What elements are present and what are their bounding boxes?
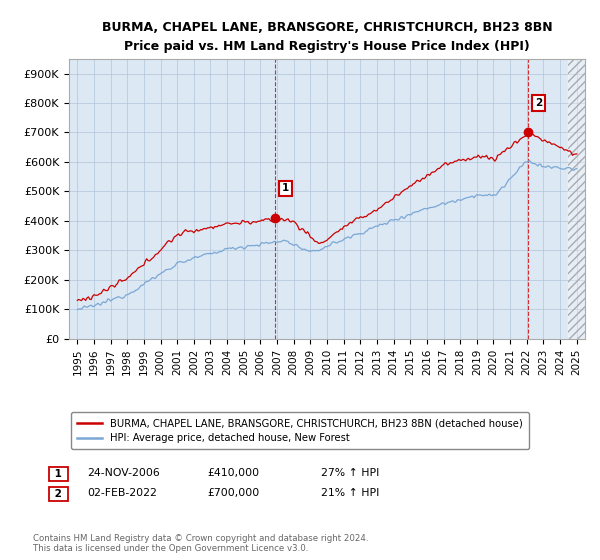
Text: 24-NOV-2006: 24-NOV-2006 (87, 468, 160, 478)
Text: 1: 1 (282, 184, 289, 193)
Text: 27% ↑ HPI: 27% ↑ HPI (321, 468, 379, 478)
Text: Contains HM Land Registry data © Crown copyright and database right 2024.
This d: Contains HM Land Registry data © Crown c… (33, 534, 368, 553)
Text: 2: 2 (51, 489, 65, 500)
Bar (568, 59, 585, 339)
Bar (568, 59, 585, 339)
Title: BURMA, CHAPEL LANE, BRANSGORE, CHRISTCHURCH, BH23 8BN
Price paid vs. HM Land Reg: BURMA, CHAPEL LANE, BRANSGORE, CHRISTCHU… (101, 21, 553, 53)
Text: £410,000: £410,000 (207, 468, 259, 478)
Text: 02-FEB-2022: 02-FEB-2022 (87, 488, 157, 498)
Text: 1: 1 (51, 469, 65, 479)
Text: 21% ↑ HPI: 21% ↑ HPI (321, 488, 379, 498)
Text: 2: 2 (535, 98, 542, 108)
Text: £700,000: £700,000 (207, 488, 259, 498)
Legend: BURMA, CHAPEL LANE, BRANSGORE, CHRISTCHURCH, BH23 8BN (detached house), HPI: Ave: BURMA, CHAPEL LANE, BRANSGORE, CHRISTCHU… (71, 412, 529, 449)
